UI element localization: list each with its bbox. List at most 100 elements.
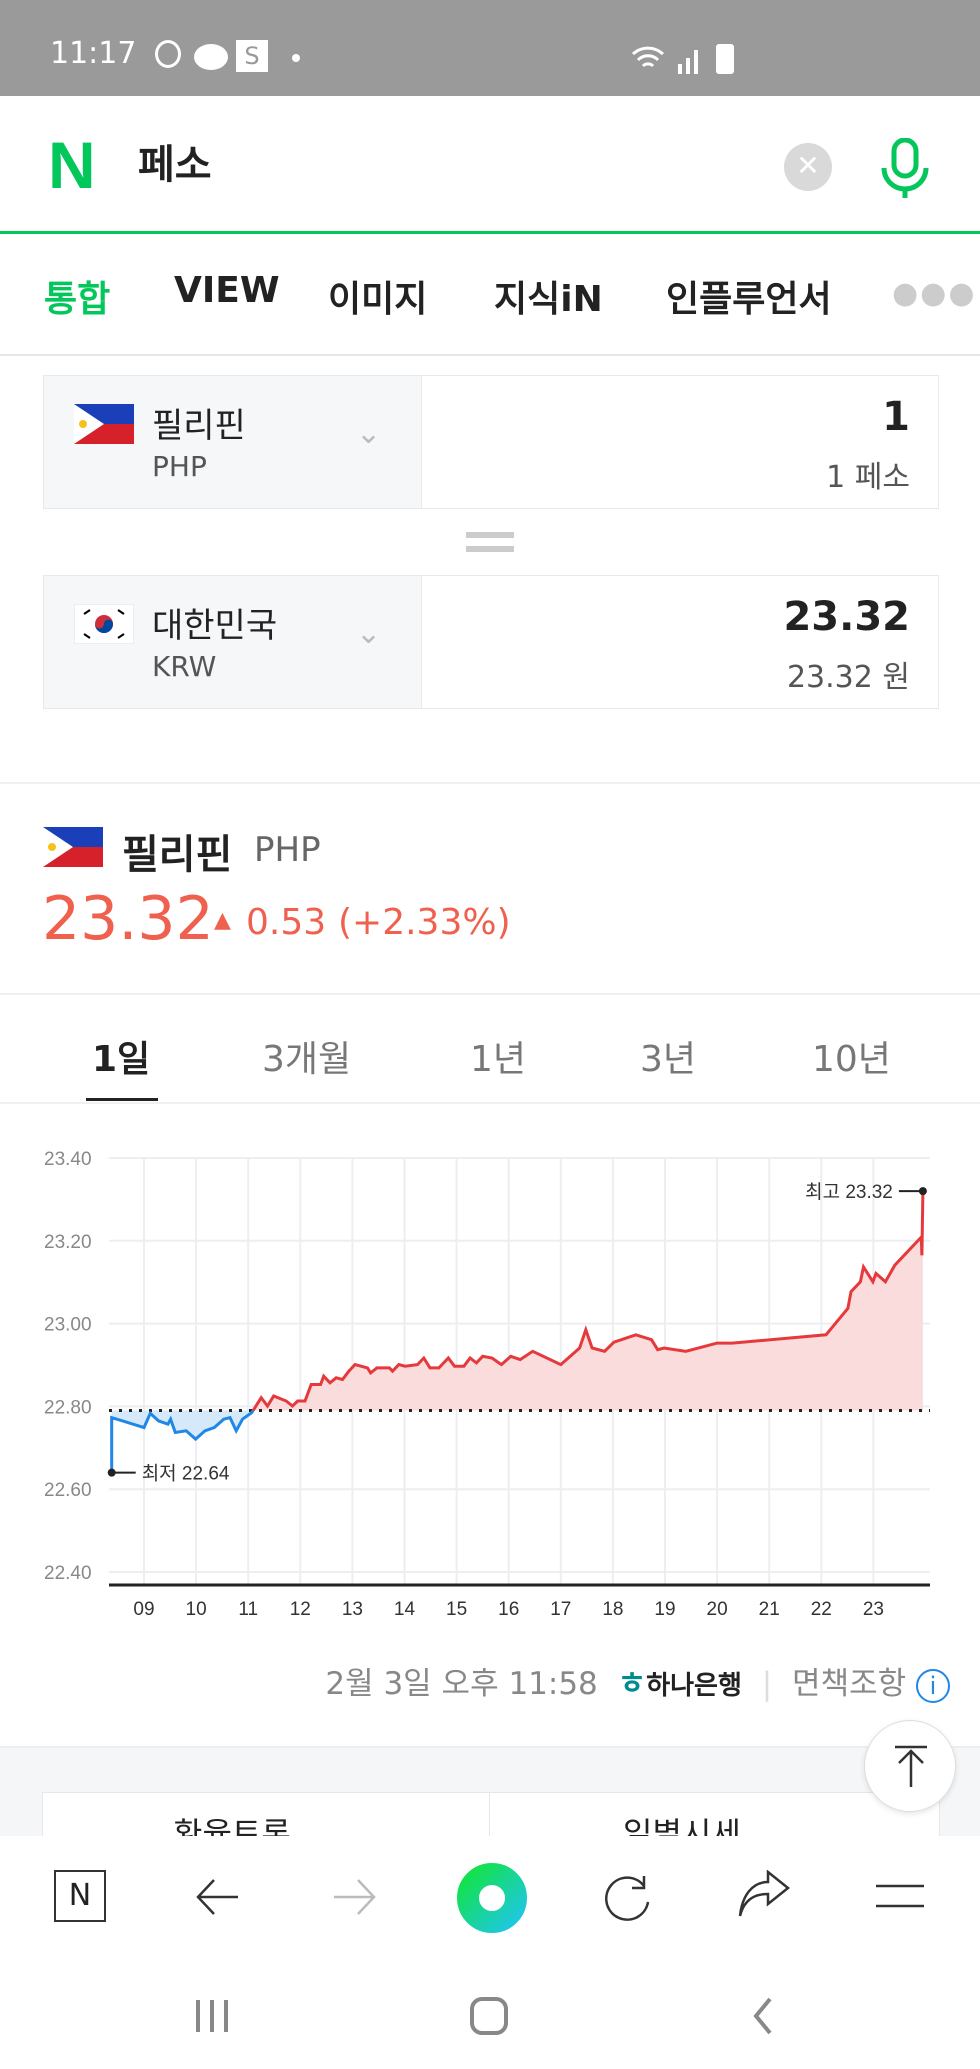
- menu-icon[interactable]: [874, 1878, 926, 1914]
- refresh-icon[interactable]: [600, 1872, 654, 1926]
- tab-knowledge-in[interactable]: 지식iN: [494, 279, 603, 320]
- rate-change-pct: (+2.33%): [338, 902, 511, 943]
- tab-image[interactable]: 이미지: [328, 279, 428, 320]
- period-tab-3y[interactable]: 3년: [640, 1039, 697, 1080]
- y-tick-label: 22.40: [44, 1563, 92, 1584]
- up-triangle-icon: ▲: [214, 908, 231, 933]
- rate-change: 0.53: [246, 902, 327, 943]
- x-tick-label: 17: [550, 1599, 571, 1620]
- back-arrow-icon[interactable]: [192, 1872, 242, 1922]
- chart-footer: 2월 3일 오후 11:58 ㅎ하나은행 | 면책조항 i: [0, 1658, 950, 1703]
- min-label: 최저 22.64: [142, 1463, 230, 1485]
- search-tabs: 통합 VIEW 이미지 지식iN 인플루언서 ●●●: [0, 234, 980, 356]
- period-tab-3m[interactable]: 3개월: [262, 1039, 352, 1080]
- chevron-down-icon: ⌄: [356, 416, 382, 451]
- recent-apps-icon[interactable]: [194, 1998, 234, 2034]
- tab-influencer[interactable]: 인플루언서: [666, 279, 832, 320]
- x-tick-label: 10: [186, 1599, 207, 1620]
- system-navigation: [0, 1960, 980, 2069]
- area-fill-down: [111, 1410, 254, 1473]
- dot-icon: [292, 54, 300, 62]
- rate-value: 23.32: [42, 884, 214, 954]
- home-icon[interactable]: [468, 1996, 512, 2036]
- to-amount-text: 23.32 원: [786, 660, 910, 695]
- bank-name: 하나은행: [646, 1671, 742, 1701]
- period-tab-1y[interactable]: 1년: [470, 1039, 527, 1080]
- more-dots-icon[interactable]: ●●●: [892, 276, 977, 311]
- scroll-to-top-button[interactable]: [864, 1720, 956, 1812]
- x-tick-label: 23: [863, 1599, 884, 1620]
- x-tick-label: 14: [394, 1599, 416, 1620]
- from-amount-input[interactable]: 1: [882, 394, 910, 440]
- naver-home-icon[interactable]: N: [54, 1870, 106, 1922]
- separator: |: [761, 1666, 773, 1702]
- back-icon[interactable]: [748, 1996, 778, 2036]
- converter-to: 대한민국 KRW ⌄ 23.32 23.32 원: [43, 575, 939, 709]
- y-tick-label: 22.80: [44, 1397, 92, 1418]
- status-bar: 11:17 S: [0, 0, 980, 96]
- from-amount-text: 1 페소: [826, 460, 910, 495]
- x-tick-label: 15: [446, 1599, 467, 1620]
- search-input[interactable]: 페소: [138, 142, 212, 188]
- to-amount-input[interactable]: 23.32: [783, 594, 910, 640]
- converter-from: 필리핀 PHP ⌄ 1 1 페소: [43, 375, 939, 509]
- divider: [489, 1793, 490, 1853]
- arrow-up-icon: [895, 1745, 927, 1787]
- x-tick-label: 18: [602, 1599, 623, 1620]
- chevron-down-icon: ⌄: [356, 616, 382, 651]
- currency-select-to[interactable]: 대한민국 KRW ⌄: [44, 576, 422, 708]
- tab-integrated[interactable]: 통합: [44, 279, 111, 320]
- mic-icon[interactable]: [876, 138, 934, 198]
- period-tab-10y[interactable]: 10년: [812, 1039, 891, 1080]
- equals-icon: [466, 532, 514, 538]
- x-tick-label: 19: [654, 1599, 675, 1620]
- divider: [0, 1102, 980, 1104]
- to-country: 대한민국: [152, 606, 278, 646]
- green-dot-icon[interactable]: [456, 1862, 528, 1934]
- x-tick-label: 13: [342, 1599, 363, 1620]
- more-section: 환율토론 일별시세: [0, 1746, 980, 1853]
- rate-code: PHP: [254, 830, 321, 870]
- signal-icon: [678, 50, 698, 74]
- y-tick-label: 23.20: [44, 1232, 92, 1253]
- x-tick-label: 20: [707, 1599, 728, 1620]
- search-header: N 페소 ✕: [0, 96, 980, 234]
- currency-select-from[interactable]: 필리핀 PHP ⌄: [44, 376, 422, 508]
- area-fill-up: [111, 1191, 923, 1411]
- exchange-rate-chart: 23.40 23.20 23.00 22.80 22.60 22.40 09 10 11 12 13…: [44, 1149, 930, 1620]
- max-label: 최고 23.32: [805, 1181, 893, 1203]
- s-app-icon: S: [236, 40, 268, 72]
- to-code: KRW: [152, 650, 217, 683]
- x-tick-label: 09: [133, 1599, 154, 1620]
- b-app-icon: [155, 40, 181, 68]
- series-line-up: [251, 1191, 925, 1411]
- status-time: 11:17: [50, 36, 137, 71]
- from-code: PHP: [152, 450, 207, 483]
- x-tick-label: 21: [759, 1599, 780, 1620]
- forward-arrow-icon[interactable]: [330, 1872, 380, 1922]
- battery-icon: [716, 44, 734, 74]
- rate-country: 필리핀: [122, 832, 233, 878]
- y-tick-label: 22.60: [44, 1480, 92, 1501]
- clear-search-button[interactable]: ✕: [784, 143, 832, 191]
- divider: [0, 993, 980, 995]
- naver-logo[interactable]: N: [48, 128, 96, 202]
- disclaimer-link[interactable]: 면책조항: [792, 1666, 907, 1702]
- kakaotalk-icon: [194, 44, 228, 70]
- y-tick-label: 23.40: [44, 1149, 92, 1170]
- x-tick-label: 12: [290, 1599, 311, 1620]
- korea-flag-icon: [74, 604, 134, 644]
- period-tab-1d[interactable]: 1일: [92, 1039, 151, 1080]
- info-icon[interactable]: i: [916, 1668, 950, 1703]
- share-icon[interactable]: [736, 1870, 792, 1926]
- philippines-flag-icon: [43, 827, 103, 867]
- update-timestamp: 2월 3일 오후 11:58: [325, 1666, 598, 1702]
- x-tick-label: 11: [238, 1599, 258, 1620]
- hana-bank-logo: ㅎ: [617, 1666, 647, 1702]
- x-tick-label: 16: [498, 1599, 519, 1620]
- x-tick-label: 22: [811, 1599, 832, 1620]
- active-tab-underline: [86, 1098, 158, 1101]
- series-line-down: [110, 1410, 255, 1473]
- wifi-icon: [631, 46, 665, 68]
- tab-view[interactable]: VIEW: [174, 270, 280, 311]
